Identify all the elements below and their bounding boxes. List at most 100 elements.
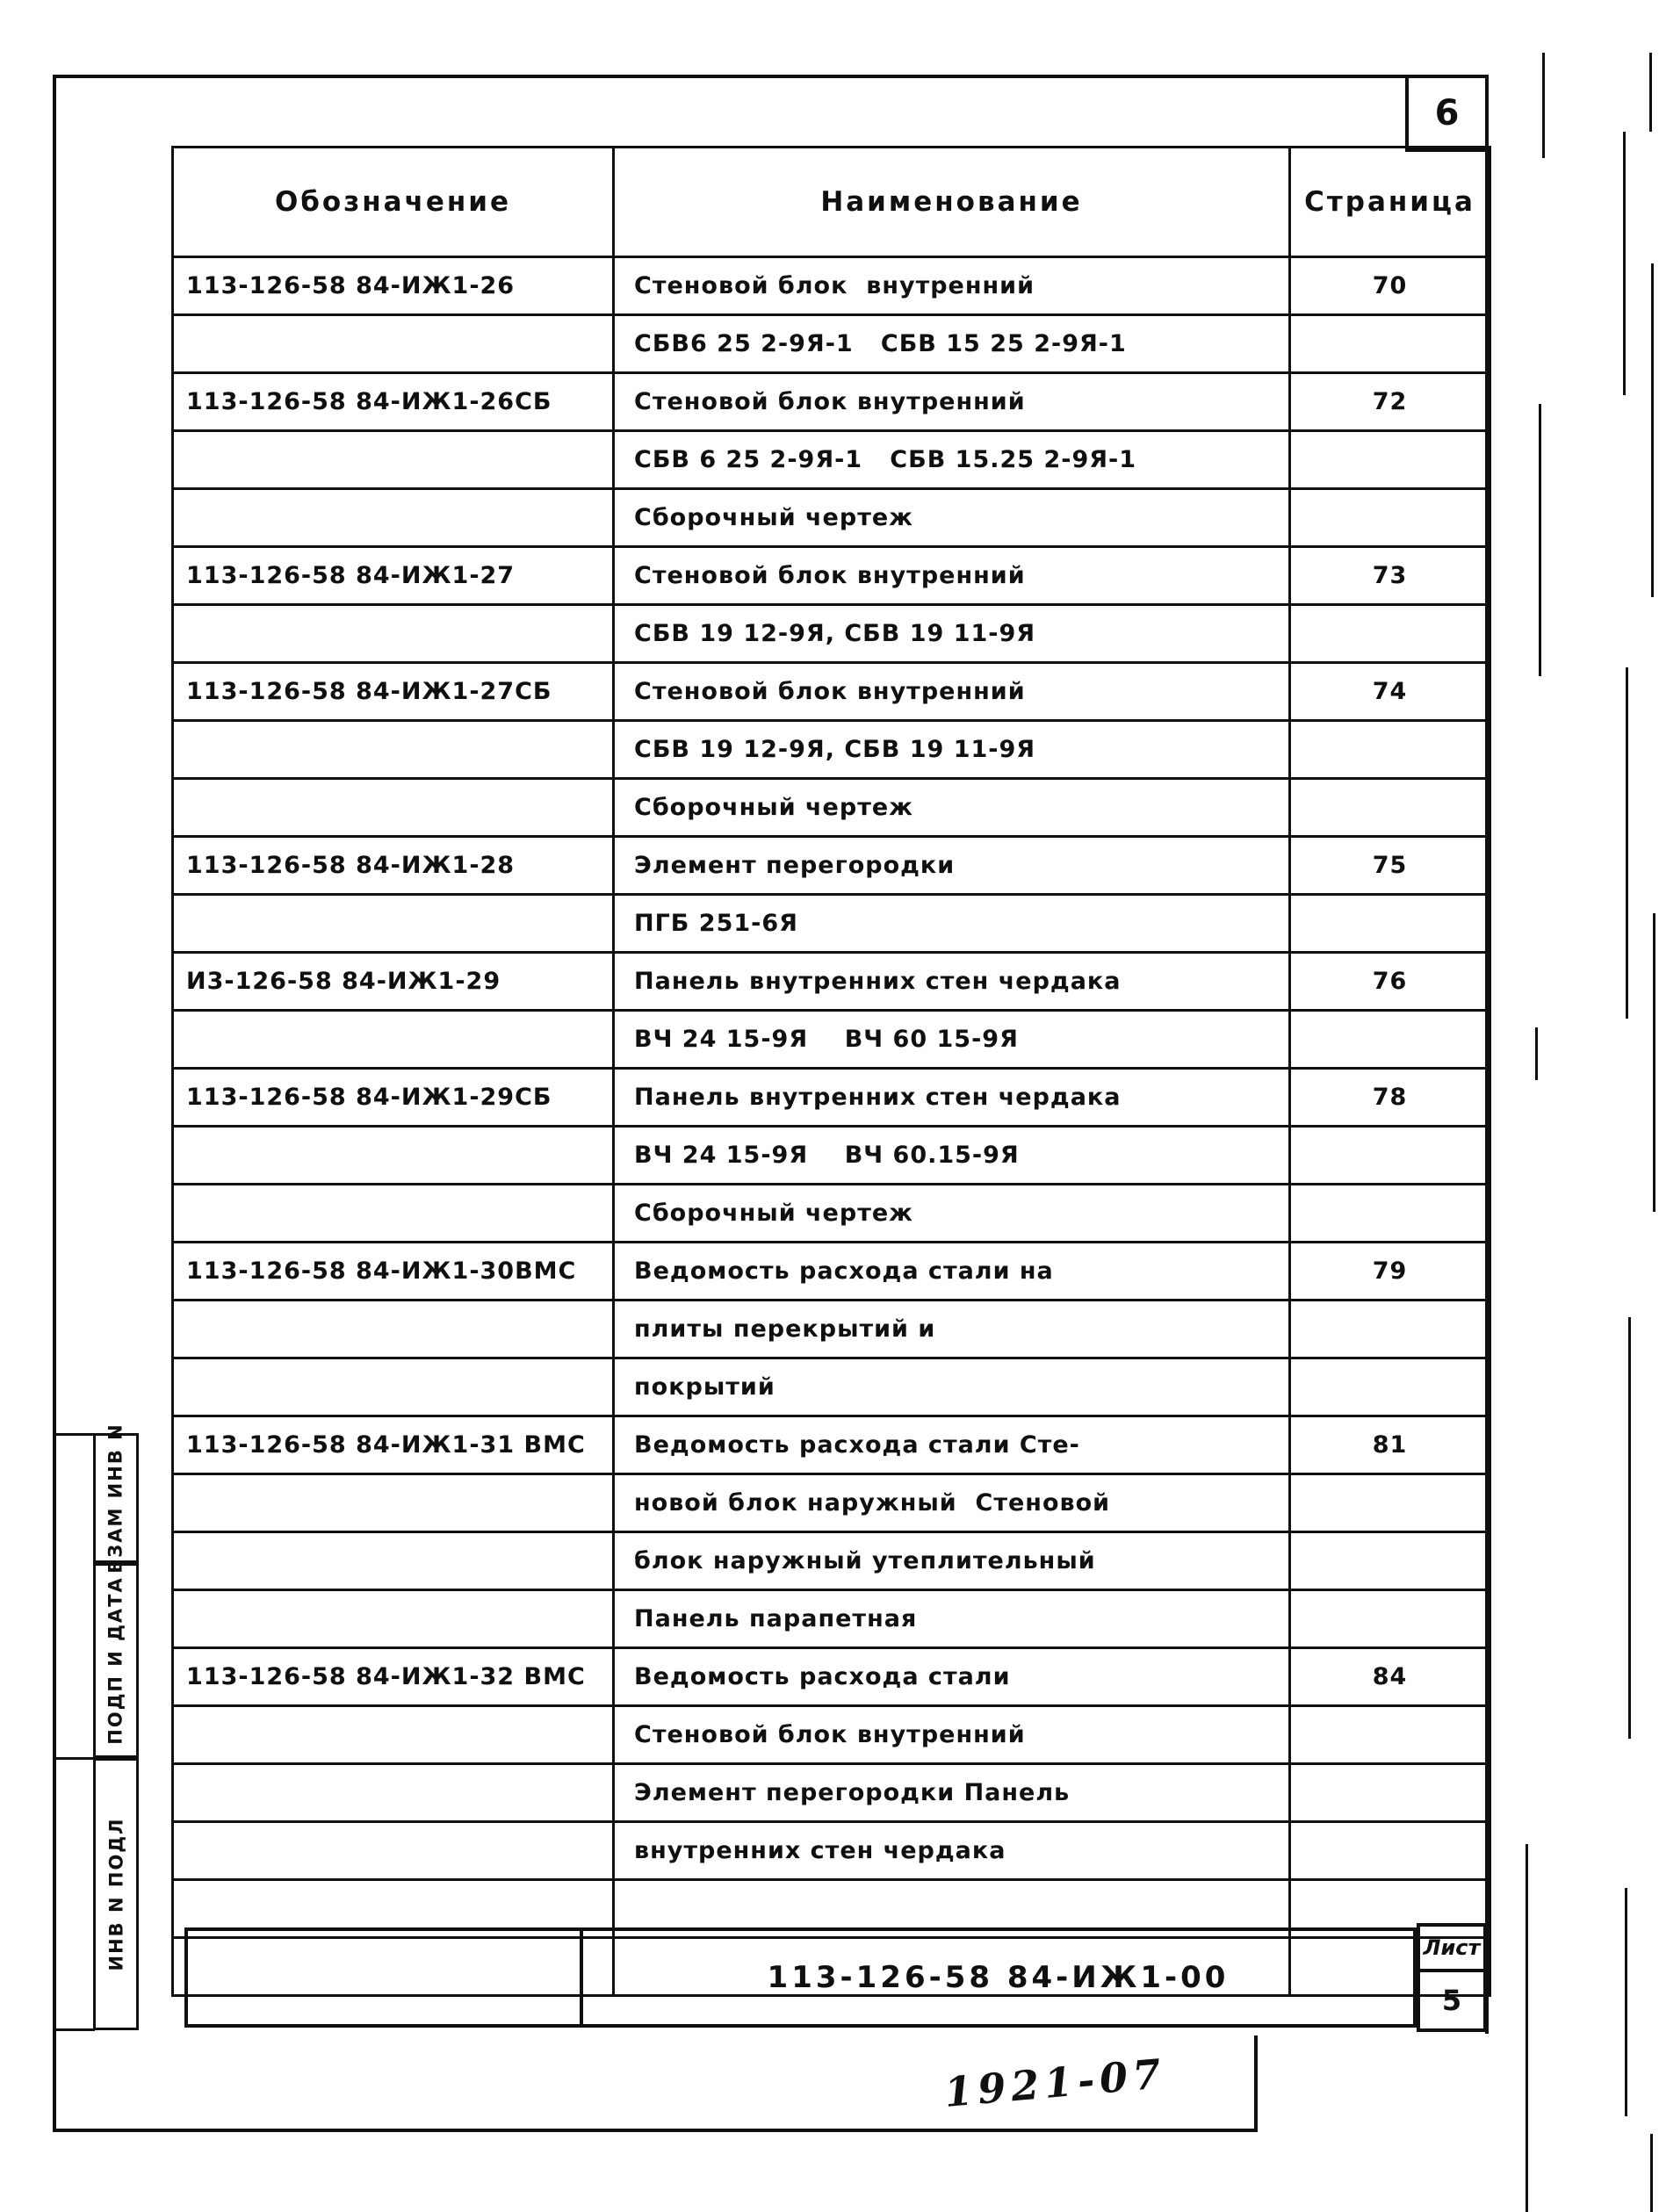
page-cell — [1288, 1589, 1491, 1649]
table-row: блок наружный утеплительный — [171, 1531, 1491, 1591]
table-row: Сборочный чертеж — [171, 777, 1491, 838]
stamp-label: ВЗАМ ИНВ N — [105, 1423, 126, 1574]
page-cell: 73 — [1288, 545, 1491, 606]
designation-cell — [171, 429, 615, 490]
name-cell: новой блок наружный Стеновой — [612, 1473, 1291, 1533]
table-row: 113-126-58 84-ИЖ1-31 ВМС Ведомость расход… — [171, 1415, 1491, 1475]
page-cell: 84 — [1288, 1646, 1491, 1707]
name-cell: Сборочный чертеж — [612, 777, 1291, 838]
designation-cell: 113-126-58 84-ИЖ1-27 — [171, 545, 615, 606]
page-cell — [1288, 1704, 1491, 1765]
table-row: СБВ 19 12-9Я, СБВ 19 11-9Я — [171, 603, 1491, 664]
table-row: Сборочный чертеж — [171, 1183, 1491, 1243]
table-row: СБВ6 25 2-9Я-1 СБВ 15 25 2-9Я-1 — [171, 313, 1491, 374]
page-cell — [1288, 1762, 1491, 1823]
sheet-box: Лист 5 — [1417, 1923, 1487, 2032]
table-row: 113-126-58 84-ИЖ1-26 Стеновой блок внутре… — [171, 256, 1491, 316]
header-designation: Обозначение — [171, 146, 615, 258]
scan-artifact-line — [1651, 263, 1654, 597]
table-row: СБВ 6 25 2-9Я-1 СБВ 15.25 2-9Я-1 — [171, 429, 1491, 490]
table-row: покрытий — [171, 1357, 1491, 1417]
scan-artifact-line — [1623, 132, 1626, 395]
stamp-tick — [53, 1433, 95, 1436]
designation-cell — [171, 1936, 615, 1997]
name-cell — [612, 1936, 1291, 1997]
table-row: новой блок наружный Стеновой — [171, 1473, 1491, 1533]
designation-cell — [171, 1704, 615, 1765]
stamp-cell-vzam-inv: ВЗАМ ИНВ N — [93, 1423, 139, 1574]
corner-sheet-number: 6 — [1434, 93, 1460, 133]
name-cell: Стеновой блок внутренний — [612, 1704, 1291, 1765]
name-cell: ВЧ 24 15-9Я ВЧ 60 15-9Я — [612, 1009, 1291, 1070]
scan-artifact-line — [1625, 1888, 1627, 2116]
designation-cell — [171, 1762, 615, 1823]
table-row: 113-126-58 84-ИЖ1-27 Стеновой блок внутре… — [171, 545, 1491, 606]
name-cell: Ведомость расхода стали — [612, 1646, 1291, 1707]
handwritten-note: 1921-07 — [942, 2050, 1169, 2116]
page-border-left — [53, 75, 56, 2132]
header-page: Страница — [1288, 146, 1491, 258]
table-row: Панель парапетная — [171, 1589, 1491, 1649]
name-cell: Панель внутренних стен чердака — [612, 951, 1291, 1012]
page-cell: 76 — [1288, 951, 1491, 1012]
designation-cell: 113-126-58 84-ИЖ1-26СБ — [171, 371, 615, 432]
name-cell: Сборочный чертеж — [612, 487, 1291, 548]
designation-cell — [171, 1299, 615, 1359]
header-name: Наименование — [612, 146, 1291, 258]
page-cell: 79 — [1288, 1241, 1491, 1301]
page-cell — [1288, 893, 1491, 954]
designation-cell: 113-126-58 84-ИЖ1-32 ВМС — [171, 1646, 615, 1707]
page-cell — [1288, 487, 1491, 548]
designation-cell — [171, 1357, 615, 1417]
designation-cell: 113-126-58 84-ИЖ1-28 — [171, 835, 615, 896]
designation-cell — [171, 487, 615, 548]
page-cell — [1288, 429, 1491, 490]
page-cell — [1288, 1936, 1491, 1997]
name-cell: внутренних стен чердака — [612, 1820, 1291, 1881]
page-cell — [1288, 1009, 1491, 1070]
page-cell — [1288, 1357, 1491, 1417]
designation-cell — [171, 893, 615, 954]
name-cell: СБВ 6 25 2-9Я-1 СБВ 15.25 2-9Я-1 — [612, 429, 1291, 490]
page-cell: 81 — [1288, 1415, 1491, 1475]
name-cell: Стеновой блок внутренний — [612, 545, 1291, 606]
name-cell: Панель внутренних стен чердака — [612, 1067, 1291, 1128]
name-cell: блок наружный утеплительный — [612, 1531, 1291, 1591]
designation-cell — [171, 313, 615, 374]
page-cell — [1288, 313, 1491, 374]
designation-cell: 113-126-58 84-ИЖ1-31 ВМС — [171, 1415, 615, 1475]
footer-document-number: 113-126-58 84-ИЖ1-00 — [767, 1960, 1230, 1995]
table-row: СБВ 19 12-9Я, СБВ 19 11-9Я — [171, 719, 1491, 780]
table-row: Сборочный чертеж — [171, 487, 1491, 548]
table-row: внутренних стен чердака — [171, 1820, 1491, 1881]
page-cell: 74 — [1288, 661, 1491, 722]
name-cell: Элемент перегородки — [612, 835, 1291, 896]
page-cell — [1288, 719, 1491, 780]
name-cell: ВЧ 24 15-9Я ВЧ 60.15-9Я — [612, 1125, 1291, 1185]
scan-artifact-line — [1539, 404, 1541, 676]
table-row: Стеновой блок внутренний — [171, 1704, 1491, 1765]
table-row: 113-126-58 84-ИЖ1-27СБ Стеновой блок внут… — [171, 661, 1491, 722]
designation-cell — [171, 1009, 615, 1070]
name-cell: Стеновой блок внутренний — [612, 371, 1291, 432]
page-cell: 75 — [1288, 835, 1491, 896]
page-border-top — [53, 75, 1489, 78]
scan-artifact-line — [1542, 53, 1545, 158]
name-cell: СБВ6 25 2-9Я-1 СБВ 15 25 2-9Я-1 — [612, 313, 1291, 374]
page-cell: 70 — [1288, 256, 1491, 316]
sheet-label: Лист — [1420, 1927, 1483, 1972]
designation-cell — [171, 1589, 615, 1649]
name-cell: Элемент перегородки Панель — [612, 1762, 1291, 1823]
name-cell: Ведомость расхода стали на — [612, 1241, 1291, 1301]
footer-empty-cell — [188, 1931, 583, 2024]
designation-cell: 113-126-58 84-ИЖ1-29СБ — [171, 1067, 615, 1128]
scan-artifact-line — [1526, 1844, 1528, 2212]
corner-sheet-number-box: 6 — [1405, 75, 1489, 152]
page-cell — [1288, 777, 1491, 838]
designation-cell: И3-126-58 84-ИЖ1-29 — [171, 951, 615, 1012]
name-cell: плиты перекрытий и — [612, 1299, 1291, 1359]
name-cell: ПГБ 251-6Я — [612, 893, 1291, 954]
footer-bar: 113-126-58 84-ИЖ1-00 — [184, 1927, 1417, 2028]
designation-cell — [171, 777, 615, 838]
